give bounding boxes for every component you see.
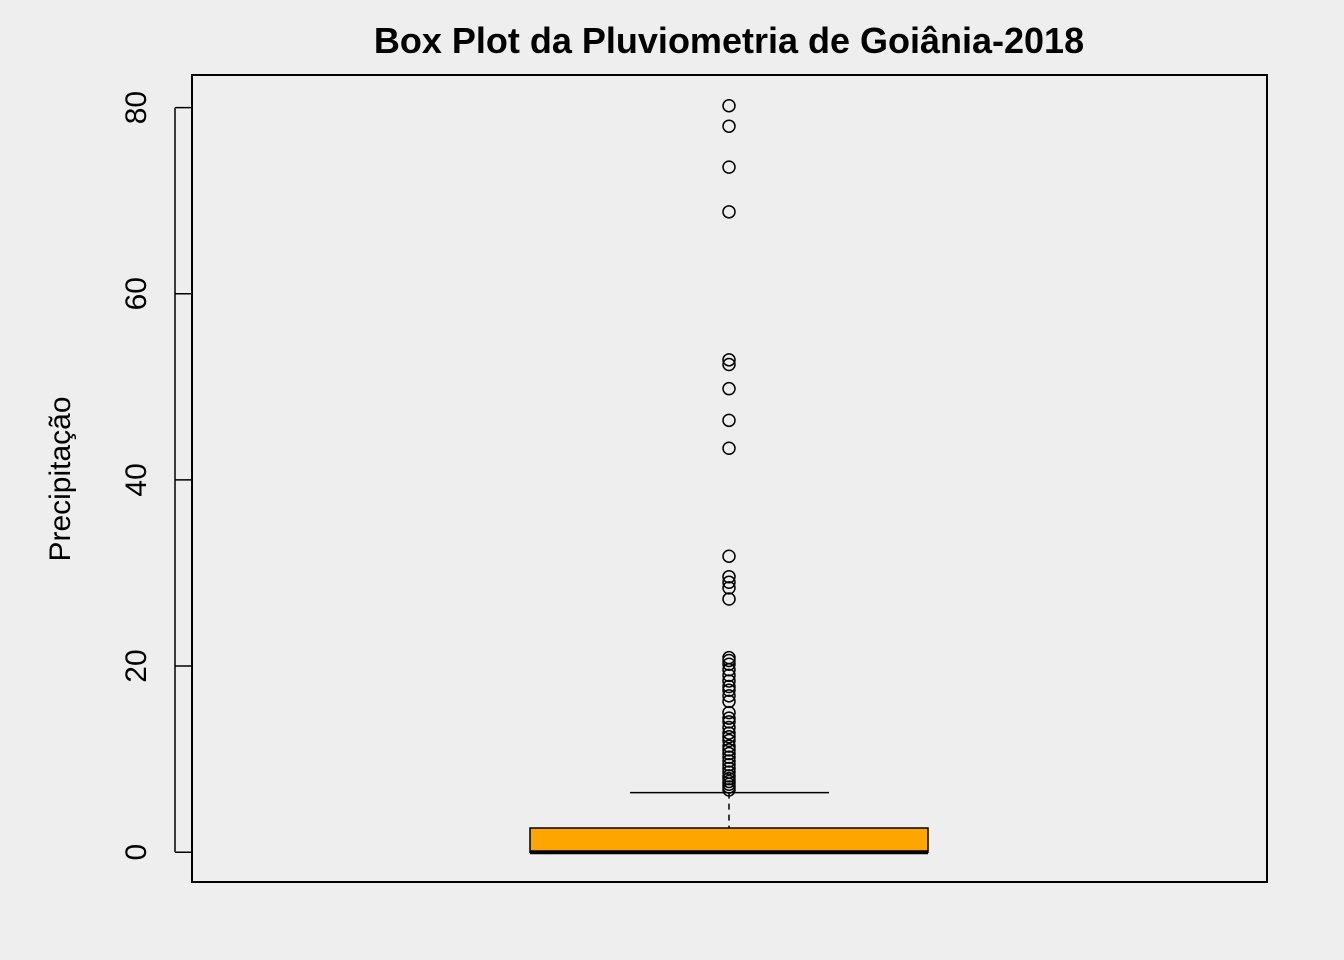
outlier-point-39 xyxy=(722,357,736,372)
outlier-group xyxy=(722,98,736,797)
outlier-point-36 xyxy=(722,441,736,455)
outlier-point-8 xyxy=(722,757,736,772)
outlier-point-25 xyxy=(722,674,736,688)
outlier-point-37 xyxy=(722,413,736,428)
outlier-point-16 xyxy=(722,726,736,740)
outlier-point-44 xyxy=(722,98,736,113)
outlier-point-26 xyxy=(722,668,736,683)
box-iqr xyxy=(529,827,929,853)
outlier-point-14 xyxy=(722,733,736,748)
outlier-point-10 xyxy=(722,750,736,765)
outlier-point-30 xyxy=(722,650,736,665)
y-tick-label-20: 20 xyxy=(120,649,153,682)
outlier-point-13 xyxy=(722,739,736,753)
outlier-point-35 xyxy=(722,549,736,563)
y-axis: 0 20 40 60 80 xyxy=(120,91,192,861)
outlier-point-32 xyxy=(722,581,736,595)
outlier-point-9 xyxy=(722,754,736,768)
outlier-point-24 xyxy=(722,679,736,694)
outlier-point-34 xyxy=(722,569,736,584)
y-tick-label-0: 0 xyxy=(120,844,153,861)
outlier-point-5 xyxy=(722,769,736,783)
outlier-point-22 xyxy=(722,689,736,703)
outlier-point-42 xyxy=(722,160,736,174)
outlier-point-18 xyxy=(722,715,736,729)
outlier-point-11 xyxy=(722,746,736,761)
outlier-point-38 xyxy=(722,381,736,396)
outlier-point-20 xyxy=(722,705,736,720)
y-tick-label-60: 60 xyxy=(120,277,153,310)
outlier-point-31 xyxy=(722,592,736,606)
outlier-point-12 xyxy=(722,743,736,757)
outlier-point-21 xyxy=(722,694,736,709)
outlier-point-33 xyxy=(722,575,736,590)
y-tick-label-80: 80 xyxy=(120,91,153,124)
outlier-point-17 xyxy=(722,720,736,735)
outlier-point-40 xyxy=(722,353,736,367)
outlier-point-6 xyxy=(722,765,736,779)
outlier-point-28 xyxy=(722,657,736,671)
y-axis-label: Precipitação xyxy=(44,396,77,561)
outlier-point-15 xyxy=(722,730,736,744)
outlier-point-19 xyxy=(722,711,736,725)
outlier-point-7 xyxy=(722,761,736,776)
outlier-point-43 xyxy=(722,119,736,133)
outlier-point-41 xyxy=(722,205,736,219)
chart-title: Box Plot da Pluviometria de Goiânia-2018 xyxy=(374,20,1084,61)
box-group xyxy=(529,791,929,855)
outlier-point-23 xyxy=(722,683,736,698)
plot-frame xyxy=(191,74,1268,883)
y-tick-label-40: 40 xyxy=(120,463,153,496)
